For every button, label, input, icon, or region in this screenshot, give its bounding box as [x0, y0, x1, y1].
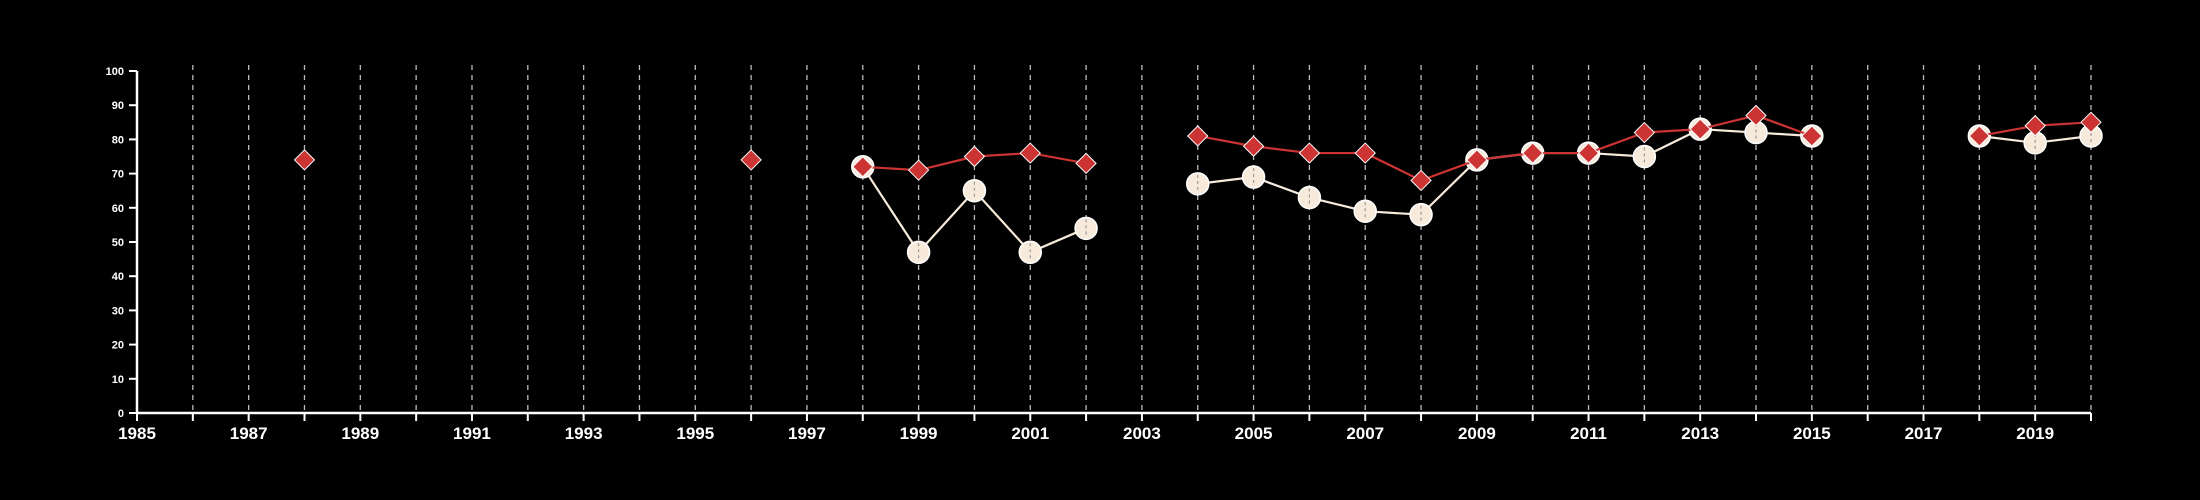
y-tick-label-90: 90 [112, 100, 124, 112]
y-tick-label-10: 10 [112, 374, 124, 386]
y-tick-label-80: 80 [112, 134, 124, 146]
y-tick-label-50: 50 [112, 237, 124, 249]
x-tick-label-1991: 1991 [453, 424, 491, 443]
point-diamond-2015 [1801, 125, 1823, 147]
point-diamond-2014 [1745, 104, 1767, 127]
y-tick-label-20: 20 [112, 340, 124, 352]
point-diamond-2012 [1633, 121, 1656, 144]
point-diamond-2005 [1242, 135, 1265, 157]
x-tick-label-1995: 1995 [676, 424, 714, 443]
x-tick-label-2011: 2011 [1570, 424, 1607, 443]
series-layer [293, 104, 2103, 265]
x-tick-label-2007: 2007 [1346, 424, 1384, 443]
x-tick-label-2001: 2001 [1011, 424, 1049, 443]
tick-labels: 0 10 20 30 40 50 60 70 80 90 100 1985 1987 1989 1991 19… [106, 66, 2054, 443]
point-diamond-2000 [963, 145, 986, 168]
series-diamond [293, 104, 2102, 192]
x-tick-label-2005: 2005 [1235, 424, 1273, 443]
point-diamond-1988 [293, 149, 316, 171]
x-tick-label-1989: 1989 [341, 424, 379, 443]
x-tick-label-1993: 1993 [565, 424, 603, 443]
point-diamond-2001 [1019, 142, 1041, 164]
point-diamond-2020 [2080, 111, 2102, 134]
point-diamond-2006 [1298, 142, 1321, 164]
point-diamond-2009 [1466, 149, 1488, 171]
point-diamond-2004 [1187, 125, 1209, 147]
point-diamond-1999 [907, 159, 930, 181]
x-tick-label-2013: 2013 [1681, 424, 1719, 443]
point-diamond-1996 [740, 149, 762, 171]
x-tick-label-2015: 2015 [1793, 424, 1831, 443]
point-diamond-2008 [1410, 169, 1432, 192]
point-diamond-2019 [2024, 115, 2046, 137]
x-tick-label-1999: 1999 [900, 424, 938, 443]
vertical-gridlines [192, 65, 2092, 413]
x-tick-label-1987: 1987 [230, 424, 268, 443]
y-tick-label-40: 40 [112, 271, 124, 283]
y-tick-label-60: 60 [112, 203, 124, 215]
y-tick-label-70: 70 [112, 169, 124, 181]
point-diamond-2010 [1522, 142, 1544, 164]
y-tick-label-30: 30 [112, 305, 124, 317]
x-tick-label-1997: 1997 [788, 424, 826, 443]
y-tick-label-100: 100 [106, 66, 124, 78]
point-diamond-2011 [1577, 142, 1600, 164]
x-tick-label-1985: 1985 [118, 424, 156, 443]
point-diamond-2002 [1075, 152, 1097, 175]
point-diamond-1998 [852, 156, 874, 178]
x-tick-label-2019: 2019 [2016, 424, 2054, 443]
point-diamond-2013 [1689, 118, 1711, 140]
x-tick-label-2003: 2003 [1123, 424, 1161, 443]
axes [129, 70, 2092, 421]
x-tick-label-2017: 2017 [1905, 424, 1943, 443]
y-tick-label-0: 0 [118, 408, 124, 420]
point-diamond-2018 [1968, 125, 1991, 147]
point-diamond-2007 [1354, 142, 1376, 164]
x-tick-label-2009: 2009 [1458, 424, 1496, 443]
